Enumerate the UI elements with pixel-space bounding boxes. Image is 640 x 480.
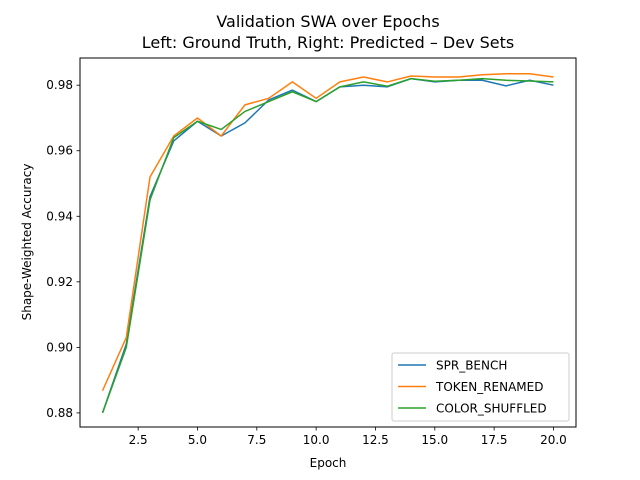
legend-label-token-renamed: TOKEN_RENAMED	[435, 380, 543, 394]
x-tick-label: 12.5	[362, 433, 389, 447]
y-tick-label: 0.90	[46, 340, 73, 354]
x-tick-label: 15.0	[421, 433, 448, 447]
legend-label-spr-bench: SPR_BENCH	[436, 359, 507, 373]
x-tick-label: 20.0	[540, 433, 567, 447]
y-tick-label: 0.98	[46, 78, 73, 92]
y-tick-label: 0.88	[46, 406, 73, 420]
legend-label-color-shuffled: COLOR_SHUFFLED	[436, 402, 547, 416]
y-axis-label: Shape-Weighted Accuracy	[20, 164, 34, 321]
legend: SPR_BENCH TOKEN_RENAMED COLOR_SHUFFLED	[391, 352, 570, 422]
y-axis-ticks: 0.88 0.90 0.92 0.94 0.96 0.98	[46, 78, 80, 420]
plot-lines	[101, 72, 554, 414]
y-tick-label: 0.94	[46, 209, 73, 223]
x-tick-label: 2.5	[129, 433, 148, 447]
x-tick-label: 17.5	[481, 433, 508, 447]
y-tick-label: 0.92	[46, 275, 73, 289]
x-tick-label: 7.5	[247, 433, 266, 447]
series-line-token-renamed	[101, 72, 554, 391]
x-axis-label: Epoch	[310, 456, 347, 470]
chart-title-line-2: Left: Ground Truth, Right: Predicted – D…	[142, 33, 514, 52]
y-tick-label: 0.96	[46, 144, 73, 158]
x-tick-label: 10.0	[303, 433, 330, 447]
legend-frame	[391, 352, 570, 422]
x-tick-label: 5.0	[188, 433, 207, 447]
plot-area-frame	[79, 57, 577, 428]
x-axis-ticks: 2.5 5.0 7.5 10.0 12.5 15.0 17.5 20.0	[129, 427, 567, 447]
chart-title-line-1: Validation SWA over Epochs	[216, 12, 439, 31]
series-line-color-shuffled	[101, 77, 554, 414]
